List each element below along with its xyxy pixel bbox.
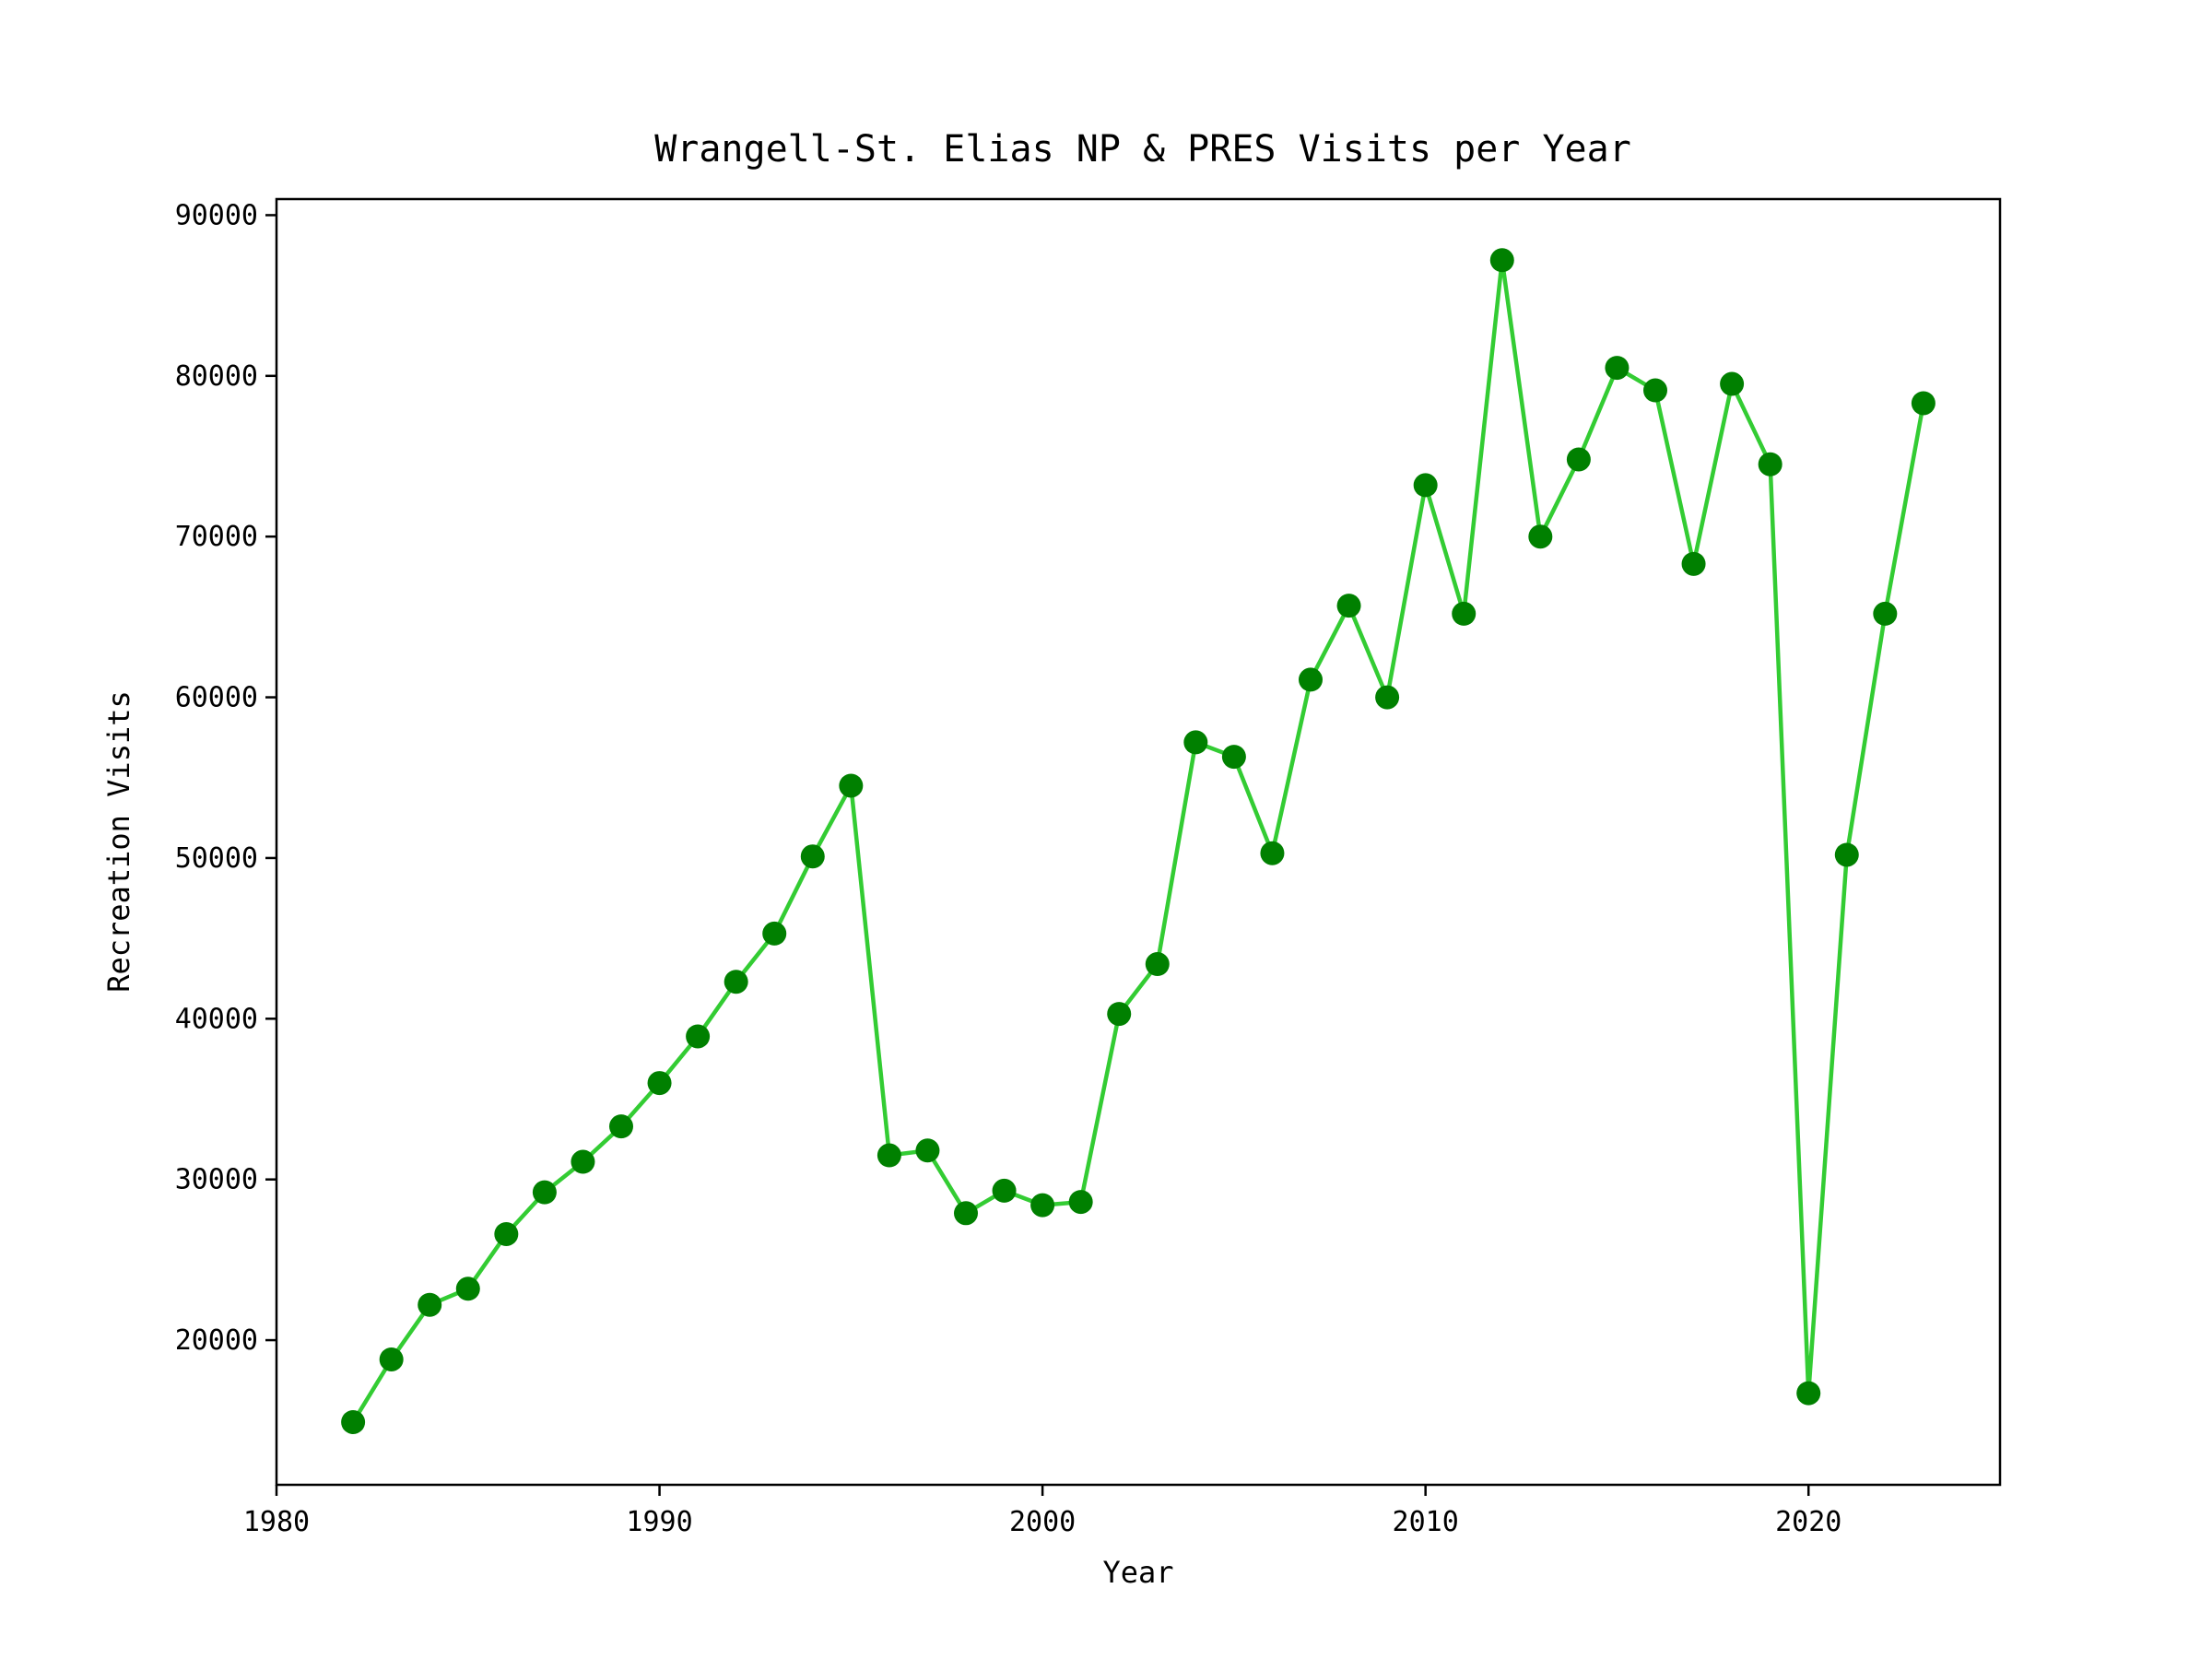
x-tick-label: 2010 — [1393, 1506, 1459, 1538]
data-point — [1336, 594, 1361, 618]
y-axis-label: Recreation Visits — [101, 690, 136, 993]
data-point — [1566, 447, 1591, 472]
data-point — [1911, 391, 1936, 416]
y-tick-label: 20000 — [175, 1324, 258, 1357]
data-point — [1528, 524, 1553, 549]
x-tick-label: 2020 — [1775, 1506, 1841, 1538]
data-point — [686, 1024, 711, 1049]
data-point — [571, 1149, 595, 1174]
data-point — [1681, 551, 1706, 576]
x-tick-label: 1990 — [626, 1506, 692, 1538]
y-tick-label: 60000 — [175, 682, 258, 714]
data-point — [915, 1138, 940, 1163]
plot-frame — [275, 197, 2002, 1487]
data-point — [1452, 601, 1477, 626]
data-point — [1643, 378, 1667, 403]
data-point — [647, 1071, 672, 1096]
data-point — [1183, 730, 1208, 755]
data-point — [1758, 452, 1783, 477]
x-axis-ticks: 1980 1990 2000 2010 2020 — [243, 1485, 1841, 1538]
data-point — [839, 773, 864, 798]
data-point — [1720, 371, 1745, 396]
data-point — [877, 1143, 901, 1168]
data-point — [494, 1221, 519, 1246]
data-point — [724, 970, 748, 994]
data-point — [1605, 356, 1630, 381]
data-point — [1375, 685, 1400, 710]
data-point — [1796, 1381, 1821, 1406]
data-point — [1145, 952, 1170, 977]
plot-area: 1980 1990 2000 2010 2020 20000 30000 40000 5000… — [175, 197, 2002, 1538]
data-point — [1299, 667, 1323, 692]
y-tick-label: 40000 — [175, 1003, 258, 1035]
y-axis-ticks: 20000 30000 40000 50000 60000 70000 80000 90000 — [175, 199, 276, 1357]
x-tick-label: 2000 — [1009, 1506, 1076, 1538]
data-point — [1030, 1193, 1055, 1218]
data-point — [1260, 841, 1285, 865]
data-point — [800, 844, 825, 869]
data-point — [341, 1409, 366, 1434]
x-axis-label: Year — [1102, 1555, 1173, 1590]
data-point — [1873, 601, 1898, 626]
data-point — [762, 921, 787, 946]
data-point — [1221, 745, 1246, 770]
series-markers — [341, 248, 1936, 1434]
data-point — [1107, 1002, 1132, 1027]
y-tick-label: 90000 — [175, 199, 258, 231]
data-point — [1068, 1190, 1093, 1215]
data-point — [379, 1347, 404, 1371]
y-tick-label: 70000 — [175, 521, 258, 553]
data-point — [609, 1114, 633, 1139]
data-point — [992, 1178, 1017, 1203]
y-tick-label: 30000 — [175, 1164, 258, 1196]
data-point — [532, 1180, 557, 1205]
data-point — [954, 1201, 978, 1226]
chart-title: Wrangell-St. Elias NP & PRES Visits per … — [654, 128, 1631, 171]
data-point — [455, 1277, 480, 1301]
data-point — [418, 1292, 442, 1317]
y-tick-label: 50000 — [175, 842, 258, 875]
data-point — [1834, 842, 1859, 867]
data-point — [1413, 473, 1438, 498]
x-tick-label: 1980 — [243, 1506, 310, 1538]
y-tick-label: 80000 — [175, 360, 258, 393]
data-point — [1489, 248, 1514, 273]
